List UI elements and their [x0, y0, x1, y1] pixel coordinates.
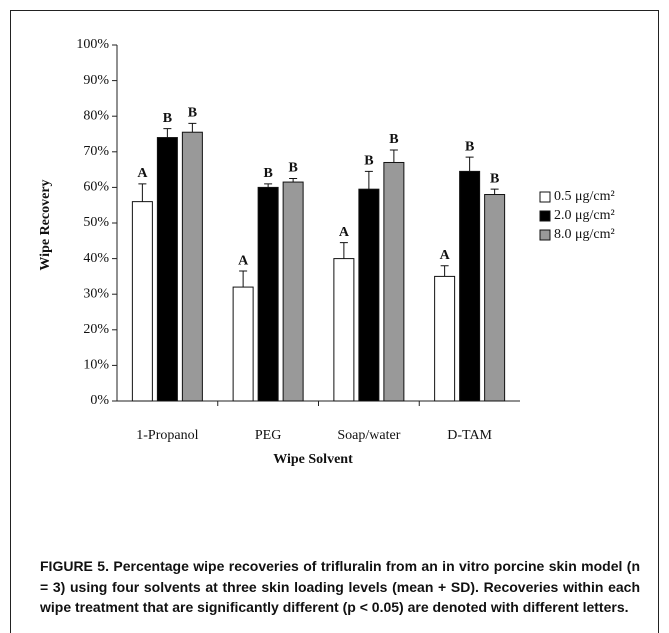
significance-letter: B	[389, 132, 398, 147]
significance-letter: A	[137, 166, 148, 181]
error-bar	[440, 265, 449, 277]
significance-letter: B	[465, 139, 474, 154]
y-tick-label: 30%	[83, 286, 109, 301]
bar	[156, 137, 178, 402]
error-bar	[239, 270, 248, 288]
bar	[232, 286, 254, 402]
error-bar	[364, 170, 373, 190]
caption: FIGURE 5. Percentage wipe recoveries of …	[40, 558, 640, 615]
y-tick-label: 60%	[83, 180, 109, 195]
bar	[383, 161, 405, 402]
significance-letter: B	[288, 161, 297, 176]
bar	[282, 181, 304, 402]
significance-letter: B	[364, 154, 373, 169]
error-bar	[138, 183, 147, 202]
significance-letter: B	[163, 111, 172, 126]
y-tick-label: 40%	[83, 251, 109, 266]
frame	[10, 10, 659, 633]
y-tick-label: 100%	[76, 37, 109, 52]
error-bar	[289, 178, 298, 183]
error-bar	[163, 128, 172, 138]
legend-label: 0.5 μg/cm²	[554, 189, 615, 204]
significance-letter: A	[238, 253, 249, 268]
error-bar	[188, 122, 197, 133]
bar	[131, 201, 153, 402]
y-tick-label: 20%	[83, 322, 109, 337]
significance-letter: B	[188, 106, 197, 121]
significance-letter: A	[339, 225, 350, 240]
y-tick-label: 70%	[83, 144, 109, 159]
x-tick-label: 1-Propanol	[136, 428, 198, 443]
bar	[459, 170, 481, 402]
y-tick-label: 80%	[83, 108, 109, 123]
y-tick-label: 90%	[83, 73, 109, 88]
x-axis-label: Wipe Solvent	[273, 452, 353, 467]
legend-label: 2.0 μg/cm²	[554, 208, 615, 223]
legend-swatch	[539, 229, 551, 241]
legend-label: 8.0 μg/cm²	[554, 227, 615, 242]
bar	[484, 194, 506, 402]
x-tick-label: D-TAM	[447, 428, 492, 443]
significance-letter: B	[263, 166, 272, 181]
error-bar	[339, 242, 348, 259]
bar	[358, 188, 380, 402]
error-bar	[465, 156, 474, 172]
legend-swatch	[539, 210, 551, 222]
y-axis-label: Wipe Recovery	[38, 179, 53, 270]
y-tick-label: 50%	[83, 215, 109, 230]
significance-letter: A	[440, 248, 451, 263]
x-tick-label: PEG	[255, 428, 281, 443]
significance-letter: B	[490, 171, 499, 186]
y-tick-label: 0%	[90, 393, 109, 408]
error-bar	[490, 188, 499, 195]
bar	[257, 186, 279, 402]
y-tick-label: 10%	[83, 358, 109, 373]
bar	[333, 258, 355, 402]
error-bar	[264, 183, 273, 188]
bar	[434, 275, 456, 402]
bar	[181, 131, 203, 402]
error-bar	[389, 149, 398, 163]
x-tick-label: Soap/water	[337, 428, 400, 443]
legend-swatch	[539, 191, 551, 203]
